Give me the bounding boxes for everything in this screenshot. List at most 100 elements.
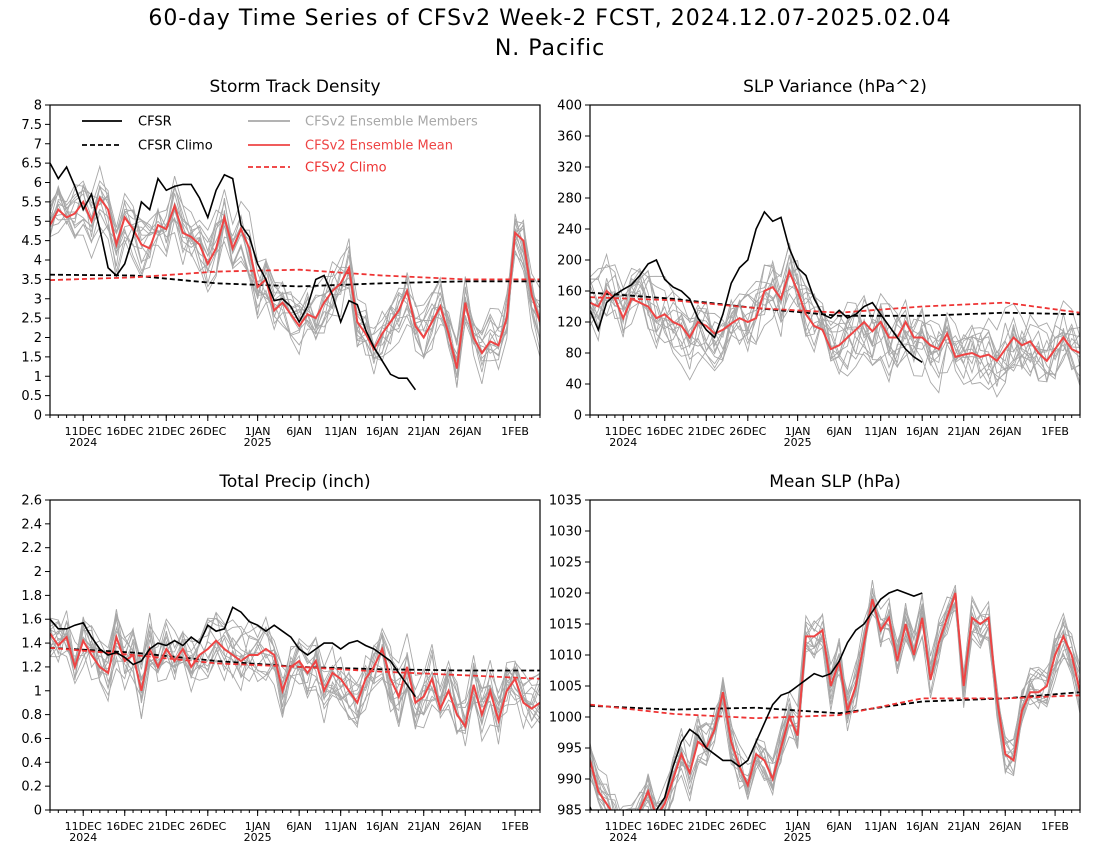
ensemble-mean-line xyxy=(50,632,540,729)
x-tick-label: 21DEC xyxy=(688,425,725,438)
y-tick-label: 1.8 xyxy=(21,589,42,604)
x-tick-label: 21DEC xyxy=(688,820,725,833)
legend-members-label: CFSv2 Ensemble Members xyxy=(305,115,478,130)
y-tick-label: 2 xyxy=(34,565,42,580)
y-tick-label: 0 xyxy=(34,804,42,819)
x-tick-label: 26JAN xyxy=(449,425,482,438)
ensemble-member-line xyxy=(590,598,1080,810)
ensemble-member-line xyxy=(50,610,540,731)
cfsv2-climo-line xyxy=(590,296,1080,314)
y-tick-label: 4 xyxy=(34,254,42,269)
y-tick-label: 2.2 xyxy=(21,541,42,556)
y-tick-label: 2.6 xyxy=(21,494,42,509)
x-tick-label: 16JAN xyxy=(366,820,399,833)
y-tick-label: 2.4 xyxy=(21,517,42,532)
x-tick-label: 1FEB xyxy=(501,425,529,438)
x-tick-label: 21JAN xyxy=(947,425,980,438)
figure-title: 60-day Time Series of CFSv2 Week-2 FCST,… xyxy=(148,6,952,31)
panel-title: Total Precip (inch) xyxy=(218,472,370,492)
y-tick-label: 0.4 xyxy=(21,756,42,771)
x-tick-label: 6JAN xyxy=(826,820,852,833)
y-tick-label: 0 xyxy=(574,409,582,424)
cfsr-climo-line xyxy=(590,691,1080,715)
y-tick-label: 8 xyxy=(34,99,42,114)
x-tick-label: 16DEC xyxy=(646,820,683,833)
cfsv2-climo-line xyxy=(50,268,540,281)
y-tick-label: 1 xyxy=(34,370,42,385)
legend-cfsv2-climo-label: CFSv2 Climo xyxy=(305,161,387,176)
plot-frame xyxy=(49,499,541,811)
cfsr-climo-line xyxy=(50,273,540,288)
y-tick-label: 0.8 xyxy=(21,708,42,723)
x-year-label: 2025 xyxy=(244,831,272,844)
y-tick-label: 200 xyxy=(557,254,582,269)
ensemble-member-line xyxy=(50,201,540,387)
ensemble-member-line xyxy=(590,267,1080,380)
y-tick-label: 3.5 xyxy=(21,273,42,288)
plot-area xyxy=(590,210,1080,398)
x-tick-label: 21JAN xyxy=(407,820,440,833)
y-tick-label: 1.4 xyxy=(21,637,42,652)
x-tick-label: 11JAN xyxy=(324,425,357,438)
x-tick-label: 1FEB xyxy=(1041,425,1069,438)
y-tick-label: 1.6 xyxy=(21,613,42,628)
x-tick-label: 11DEC xyxy=(65,425,102,438)
y-tick-label: 360 xyxy=(557,130,582,145)
cfsr-line xyxy=(590,210,923,363)
panel-4: Mean SLP (hPa) 985 990 995 1000 1005 1010 1015 1… xyxy=(549,472,1081,844)
y-tick-label: 1030 xyxy=(549,525,582,540)
y-tick-label: 995 xyxy=(557,742,582,757)
plot-area xyxy=(50,606,540,747)
y-tick-label: 1010 xyxy=(549,649,582,664)
x-tick-label: 11DEC xyxy=(605,820,642,833)
x-tick-label: 16JAN xyxy=(906,425,939,438)
x-tick-label: 1JAN xyxy=(245,820,271,833)
ensemble-member-line xyxy=(590,588,1080,810)
legend-ens-mean-label: CFSv2 Ensemble Mean xyxy=(305,139,453,154)
plot-frame xyxy=(49,104,541,416)
ensemble-member-line xyxy=(50,625,540,733)
plot-frame xyxy=(589,104,1081,416)
y-tick-label: 7 xyxy=(34,137,42,152)
y-tick-label: 990 xyxy=(557,773,582,788)
y-tick-label: 320 xyxy=(557,161,582,176)
x-tick-label: 6JAN xyxy=(826,425,852,438)
panel-3: Total Precip (inch) 0 0.2 0.4 0.6 0.8 1 1.2 1.4 1… xyxy=(21,472,541,844)
x-tick-label: 21JAN xyxy=(407,425,440,438)
x-year-label: 2024 xyxy=(69,436,97,449)
y-tick-label: 120 xyxy=(557,316,582,331)
x-tick-label: 6JAN xyxy=(286,820,312,833)
y-tick-label: 0.5 xyxy=(21,389,42,404)
ensemble-member-line xyxy=(590,584,1080,810)
panel-title: SLP Variance (hPa^2) xyxy=(743,77,927,97)
y-tick-label: 40 xyxy=(565,378,582,393)
x-tick-label: 16JAN xyxy=(366,425,399,438)
x-year-label: 2024 xyxy=(609,831,637,844)
panel-1: Storm Track Density 0 0.5 1 1.5 2 2.5 3 3.5 4 4.5 5… xyxy=(21,77,541,449)
y-tick-label: 5.5 xyxy=(21,195,42,210)
figure-subtitle: N. Pacific xyxy=(494,36,606,61)
x-tick-label: 16JAN xyxy=(906,820,939,833)
y-tick-label: 1025 xyxy=(549,556,582,571)
ensemble-member-line xyxy=(50,617,540,730)
ensemble-mean-line xyxy=(50,195,540,369)
ensemble-member-line xyxy=(590,267,1080,383)
y-tick-label: 6.5 xyxy=(21,157,42,172)
x-tick-label: 21DEC xyxy=(148,425,185,438)
x-tick-label: 11JAN xyxy=(864,820,897,833)
cfsr-line xyxy=(50,606,417,698)
cfsr-line xyxy=(50,162,417,391)
x-tick-label: 1FEB xyxy=(501,820,529,833)
legend: CFSR CFSR Climo CFSv2 Ensemble Members CFSv… xyxy=(82,115,478,176)
x-tick-label: 26JAN xyxy=(449,820,482,833)
x-tick-label: 26DEC xyxy=(189,425,226,438)
y-tick-label: 7.5 xyxy=(21,118,42,133)
x-year-label: 2025 xyxy=(244,436,272,449)
ensemble-member-line xyxy=(590,589,1080,810)
x-tick-label: 11JAN xyxy=(864,425,897,438)
y-tick-label: 0.6 xyxy=(21,732,42,747)
ensemble-member-line xyxy=(590,590,1080,810)
ensemble-member-line xyxy=(590,596,1080,810)
ensemble-member-line xyxy=(50,611,540,745)
